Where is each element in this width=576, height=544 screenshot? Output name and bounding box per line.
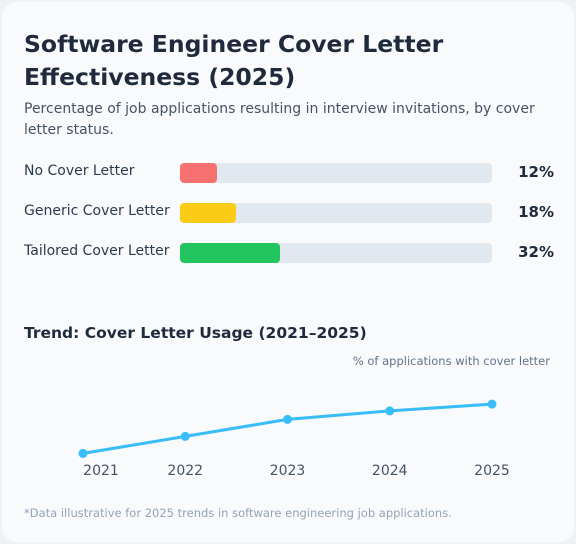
bar-track <box>180 243 492 263</box>
trend-x-tick-label: 2022 <box>167 463 203 479</box>
bar-value-label: 12% <box>518 163 554 181</box>
bar-row: Tailored Cover Letter 32% <box>24 242 554 264</box>
trend-point <box>180 431 190 441</box>
bar-category-label: Tailored Cover Letter <box>24 243 170 259</box>
chart-title: Software Engineer Cover Letter Effective… <box>24 30 444 91</box>
bar-category-label: No Cover Letter <box>24 163 135 179</box>
bar-row: Generic Cover Letter 18% <box>24 202 554 224</box>
chart-subtitle: Percentage of job applications resulting… <box>24 101 535 138</box>
trend-x-tick-label: 2023 <box>270 463 306 479</box>
bar <box>180 243 280 263</box>
bar-value-label: 32% <box>518 243 554 261</box>
bar <box>180 203 236 223</box>
footnote: *Data illustrative for 2025 trends in so… <box>24 506 452 520</box>
trend-point <box>78 448 88 458</box>
bar-track <box>180 163 492 183</box>
trend-x-tick-label: 2024 <box>372 463 408 479</box>
bar-category-label: Generic Cover Letter <box>24 203 170 219</box>
trend-x-tick-label: 2021 <box>83 463 119 479</box>
bar <box>180 163 217 183</box>
trend-title: Trend: Cover Letter Usage (2021–2025) <box>24 324 367 342</box>
bar-row: No Cover Letter 12% <box>24 162 554 184</box>
trend-series-line <box>82 402 493 455</box>
trend-point <box>487 399 497 409</box>
trend-point <box>283 414 292 424</box>
trend-x-tick-label: 2025 <box>474 463 510 479</box>
trend-y-axis-label: % of applications with cover letter <box>352 354 550 368</box>
trend-point <box>385 406 395 416</box>
bar-track <box>180 203 492 223</box>
bar-value-label: 18% <box>518 203 554 221</box>
